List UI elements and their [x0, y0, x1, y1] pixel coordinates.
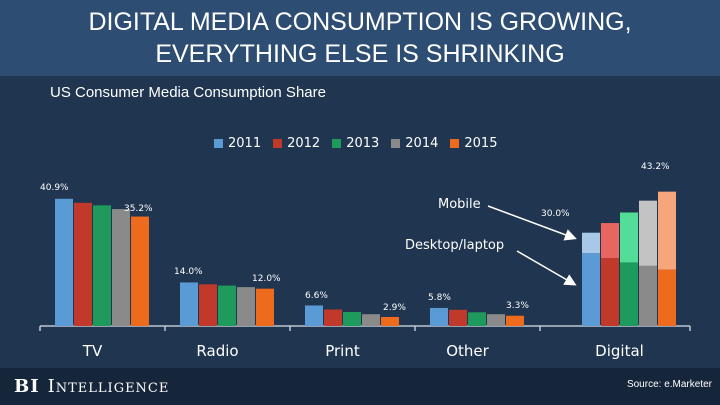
annotation-desktop: Desktop/laptop	[405, 238, 504, 253]
mobile-arrow	[487, 205, 577, 241]
bar-digital-2012-mobile	[601, 223, 619, 259]
x-tick-label-tv: TV	[82, 342, 103, 360]
legend-label-2012: 2012	[287, 136, 321, 151]
legend-item-2013: 2013	[332, 136, 379, 151]
bar-digital-2015-desktop	[658, 269, 676, 326]
bar-digital-2011-mobile	[582, 232, 600, 254]
x-tick-label-other: Other	[446, 342, 489, 360]
legend-item-2011: 2011	[214, 136, 261, 151]
bar-digital-2011-desktop	[582, 253, 600, 326]
bar-tv-2012	[74, 202, 92, 326]
bar-digital-2014-mobile	[639, 200, 657, 266]
desktop-arrow	[516, 250, 577, 286]
bar-print-2015	[381, 316, 399, 326]
chart-legend: 2011 2012 2013 2014 2015	[214, 136, 497, 151]
bar-print-2012	[324, 309, 342, 326]
bar-print-2011	[305, 305, 323, 326]
brand-intelligence: Intelligence	[47, 376, 170, 397]
x-tick-label-print: Print	[325, 342, 360, 360]
brand-logo: BI Intelligence	[14, 376, 169, 397]
legend-label-2014: 2014	[405, 136, 439, 151]
legend-label-2011: 2011	[228, 136, 262, 151]
bar-print-2014	[362, 314, 380, 326]
bar-other-2011	[430, 307, 448, 326]
bar-radio-2014	[237, 287, 255, 326]
legend-item-2014: 2014	[391, 136, 438, 151]
legend-swatch-2013	[332, 139, 342, 148]
bar-tv-2013	[93, 205, 111, 326]
legend-item-2015: 2015	[450, 136, 497, 151]
bar-radio-2012	[199, 284, 217, 326]
brand-bi: BI	[14, 376, 40, 397]
data-label-print-2015: 2.9%	[383, 303, 406, 313]
title-banner	[0, 0, 720, 76]
legend-swatch-2015	[450, 139, 460, 148]
bar-digital-2013-mobile	[620, 212, 638, 263]
legend-swatch-2012	[273, 139, 283, 148]
data-label-other-2011: 5.8%	[428, 293, 451, 303]
bar-radio-2011	[180, 282, 198, 326]
bar-tv-2011	[55, 198, 73, 326]
data-label-tv-2011: 40.9%	[40, 183, 69, 193]
chart-subtitle: US Consumer Media Consumption Share	[50, 84, 326, 101]
bar-tv-2014	[112, 209, 130, 326]
bar-digital-2014-desktop	[639, 265, 657, 326]
bar-digital-2013-desktop	[620, 262, 638, 326]
x-tick-label-radio: Radio	[196, 342, 238, 360]
data-label-radio-2011: 14.0%	[174, 267, 203, 277]
title-line-1: DIGITAL MEDIA CONSUMPTION IS GROWING,	[88, 8, 632, 36]
legend-swatch-2011	[214, 139, 223, 148]
bar-digital-2012-desktop	[601, 258, 619, 326]
bar-other-2012	[449, 309, 467, 326]
legend-swatch-2014	[391, 139, 401, 148]
source-note: Source: e.Marketer	[626, 379, 712, 390]
legend-item-2012: 2012	[273, 136, 320, 151]
bar-tv-2015	[131, 216, 149, 326]
bar-other-2015	[506, 315, 524, 326]
data-label-print-2011: 6.6%	[305, 291, 328, 301]
legend-label-2013: 2013	[346, 136, 380, 151]
bar-digital-2015-mobile	[658, 191, 676, 270]
bar-other-2013	[468, 312, 486, 326]
x-tick-label-digital: Digital	[595, 342, 644, 360]
bar-radio-2013	[218, 285, 236, 326]
bar-other-2014	[487, 314, 505, 326]
bar-print-2013	[343, 312, 361, 326]
footer-bar	[0, 368, 720, 405]
page-title: DIGITAL MEDIA CONSUMPTION IS GROWING, EV…	[0, 6, 720, 70]
data-label-tv-2015: 35.2%	[124, 204, 153, 214]
data-label-digital-2011: 30.0%	[541, 209, 570, 219]
annotation-mobile: Mobile	[438, 197, 481, 212]
data-label-radio-2015: 12.0%	[252, 274, 281, 284]
title-line-2: EVERYTHING ELSE IS SHRINKING	[155, 40, 565, 68]
data-label-other-2015: 3.3%	[506, 301, 529, 311]
bar-radio-2015	[256, 288, 274, 326]
data-label-digital-2015: 43.2%	[641, 162, 670, 172]
legend-label-2015: 2015	[464, 136, 498, 151]
